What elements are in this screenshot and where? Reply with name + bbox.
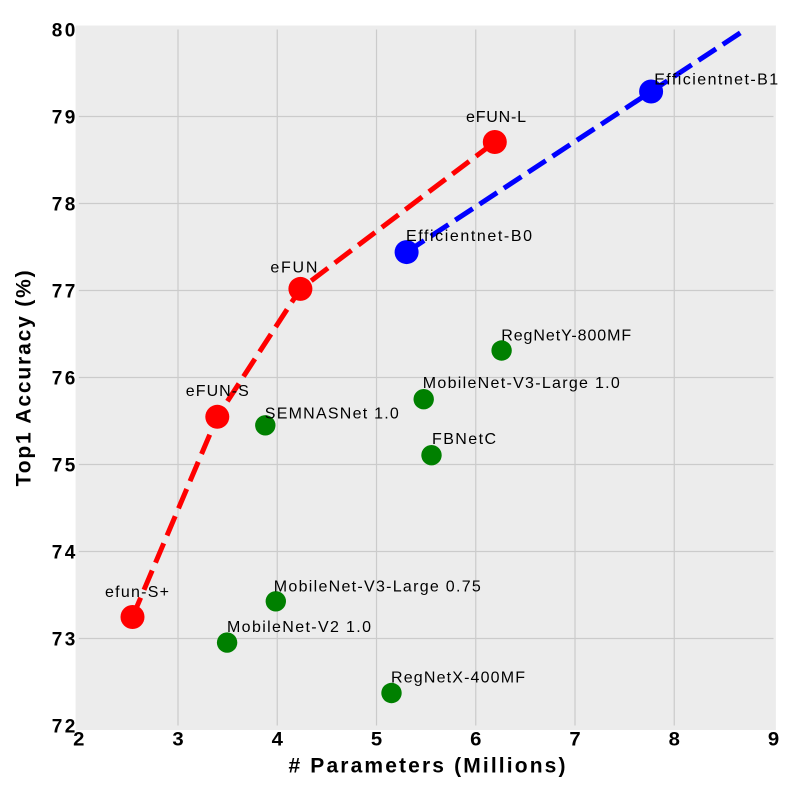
- svg-text:SEMNASNet 1.0: SEMNASNet 1.0: [265, 406, 399, 423]
- svg-text:9: 9: [768, 730, 779, 751]
- svg-text:RegNetX-400MF: RegNetX-400MF: [391, 670, 525, 687]
- svg-text:eFUN: eFUN: [270, 260, 317, 277]
- svg-text:FBNetC: FBNetC: [432, 431, 496, 448]
- svg-text:Efficientnet-B1: Efficientnet-B1: [654, 72, 778, 89]
- svg-text:4: 4: [272, 730, 284, 751]
- svg-text:2: 2: [73, 730, 84, 751]
- svg-text:74: 74: [52, 542, 76, 563]
- svg-text:MobileNet-V3-Large 0.75: MobileNet-V3-Large 0.75: [274, 579, 481, 596]
- svg-text:3: 3: [172, 730, 183, 751]
- svg-text:eFUN-S: eFUN-S: [186, 383, 249, 400]
- svg-text:MobileNet-V2 1.0: MobileNet-V2 1.0: [227, 619, 371, 636]
- svg-text:RegNetY-800MF: RegNetY-800MF: [501, 328, 631, 345]
- svg-text:75: 75: [52, 455, 76, 476]
- svg-text:efun-S+: efun-S+: [105, 584, 169, 601]
- svg-text:Top1 Accuracy (%): Top1 Accuracy (%): [12, 270, 35, 486]
- svg-text:6: 6: [470, 730, 481, 751]
- svg-text:5: 5: [371, 730, 383, 751]
- svg-text:8: 8: [669, 730, 680, 751]
- svg-text:eFUN-L: eFUN-L: [466, 109, 526, 126]
- svg-text:Efficientnet-B0: Efficientnet-B0: [406, 228, 532, 245]
- svg-text:MobileNet-V3-Large 1.0: MobileNet-V3-Large 1.0: [423, 375, 620, 392]
- svg-text:# Parameters (Millions): # Parameters (Millions): [289, 755, 566, 778]
- svg-text:7: 7: [569, 730, 580, 751]
